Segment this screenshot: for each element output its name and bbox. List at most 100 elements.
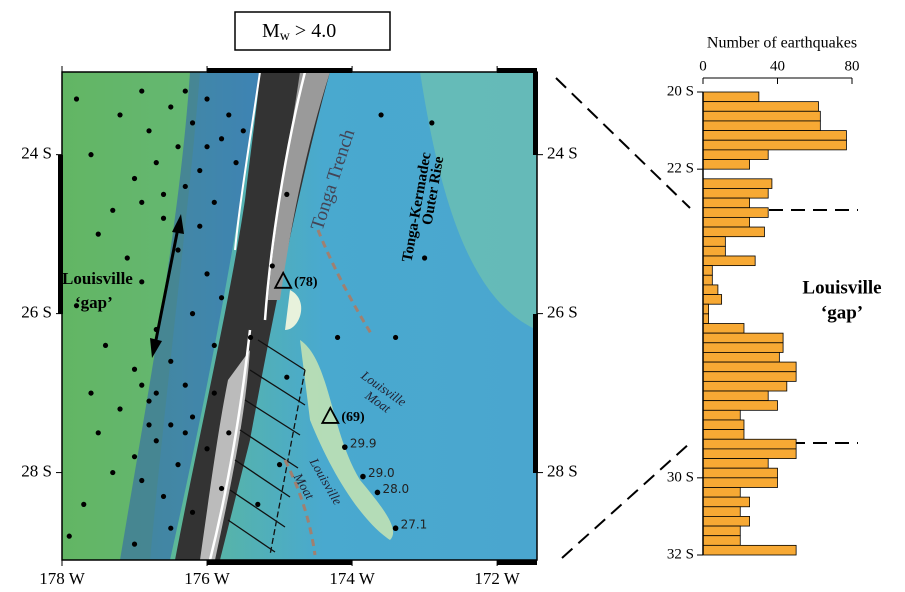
bar bbox=[703, 198, 750, 208]
earthquake bbox=[190, 510, 195, 515]
bar bbox=[703, 266, 712, 276]
seamount-label: 29.0 bbox=[368, 466, 395, 480]
bar bbox=[703, 487, 740, 497]
y-tick-label: 24 S bbox=[547, 144, 578, 163]
earthquake bbox=[204, 96, 209, 101]
earthquake bbox=[190, 311, 195, 316]
bar bbox=[703, 459, 768, 469]
earthquake bbox=[183, 383, 188, 388]
seamount bbox=[360, 474, 366, 480]
bar bbox=[703, 160, 750, 170]
bar bbox=[703, 526, 740, 536]
earthquake bbox=[139, 279, 144, 284]
bar bbox=[703, 102, 818, 112]
y-tick-label: 20 S bbox=[667, 83, 694, 99]
earthquake bbox=[161, 192, 166, 197]
bar bbox=[703, 285, 718, 295]
bar bbox=[703, 246, 725, 256]
earthquake bbox=[233, 160, 238, 165]
earthquake bbox=[168, 422, 173, 427]
bar bbox=[703, 208, 768, 218]
y-tick-label: 24 S bbox=[21, 144, 52, 163]
earthquake bbox=[139, 88, 144, 93]
bar bbox=[703, 352, 779, 362]
earthquake bbox=[96, 232, 101, 237]
earthquake bbox=[335, 335, 340, 340]
bar bbox=[703, 410, 740, 420]
y-tick-label: 26 S bbox=[21, 303, 52, 322]
x-tick-label: 172 W bbox=[474, 569, 520, 588]
earthquake bbox=[74, 303, 79, 308]
gap-label: ‘gap’ bbox=[821, 302, 863, 323]
x-tick-label: 0 bbox=[699, 58, 707, 74]
seamount bbox=[375, 490, 381, 496]
earthquake bbox=[139, 383, 144, 388]
earthquake bbox=[219, 136, 224, 141]
earthquake bbox=[255, 502, 260, 507]
earthquake bbox=[197, 224, 202, 229]
earthquake bbox=[190, 414, 195, 419]
earthquake bbox=[284, 192, 289, 197]
earthquake bbox=[154, 327, 159, 332]
seamount-label: 29.9 bbox=[350, 437, 377, 451]
earthquake bbox=[393, 335, 398, 340]
bar bbox=[703, 507, 740, 517]
earthquake bbox=[67, 534, 72, 539]
y-tick-label: 28 S bbox=[21, 461, 52, 480]
earthquake bbox=[88, 152, 93, 157]
earthquake bbox=[132, 542, 137, 547]
figure: Mw > 4.0 Tonga Trench Tonga-Kermadec Out… bbox=[0, 0, 905, 592]
x-tick-label: 80 bbox=[845, 58, 860, 74]
earthquake bbox=[110, 208, 115, 213]
bar bbox=[703, 324, 744, 334]
earthquake bbox=[154, 160, 159, 165]
earthquake bbox=[422, 255, 427, 260]
bar bbox=[703, 449, 796, 459]
gap-label: Louisville bbox=[802, 277, 881, 298]
earthquake bbox=[248, 335, 253, 340]
bar bbox=[703, 275, 712, 285]
bar bbox=[703, 362, 796, 372]
seamount bbox=[393, 525, 399, 531]
earthquake bbox=[270, 263, 275, 268]
y-tick-label: 32 S bbox=[667, 546, 694, 562]
bar bbox=[703, 150, 768, 160]
earthquake bbox=[168, 526, 173, 531]
earthquake bbox=[284, 375, 289, 380]
bar bbox=[703, 295, 722, 305]
x-tick-label: 176 W bbox=[184, 569, 230, 588]
page: {"chart_data": [ {"type": "scatter", "ti… bbox=[0, 0, 905, 592]
earthquake bbox=[226, 112, 231, 117]
bar bbox=[703, 439, 796, 449]
bar bbox=[703, 140, 846, 150]
gap-label: Louisville bbox=[62, 269, 133, 288]
earthquake bbox=[146, 128, 151, 133]
x-tick-label: 178 W bbox=[39, 569, 85, 588]
bar bbox=[703, 478, 778, 488]
gap-label: ‘gap’ bbox=[75, 293, 113, 312]
earthquake bbox=[96, 430, 101, 435]
earthquake bbox=[154, 438, 159, 443]
seamount-label: 28.0 bbox=[382, 482, 409, 496]
earthquake bbox=[161, 494, 166, 499]
earthquake bbox=[197, 168, 202, 173]
earthquake bbox=[175, 247, 180, 252]
earthquake bbox=[103, 343, 108, 348]
bar bbox=[703, 131, 846, 141]
bar bbox=[703, 314, 709, 324]
chart-title: Mw > 4.0 bbox=[262, 20, 336, 45]
earthquake bbox=[212, 200, 217, 205]
earthquake bbox=[241, 128, 246, 133]
earthquake bbox=[139, 478, 144, 483]
bar bbox=[703, 343, 783, 353]
bar bbox=[703, 545, 796, 555]
bar bbox=[703, 121, 820, 131]
bar bbox=[703, 430, 744, 440]
bar bbox=[703, 256, 755, 266]
earthquake bbox=[132, 454, 137, 459]
bar bbox=[703, 497, 750, 507]
earthquake bbox=[168, 359, 173, 364]
seamount-label: 27.1 bbox=[401, 518, 428, 532]
bar bbox=[703, 304, 709, 314]
y-tick-label: 28 S bbox=[547, 461, 578, 480]
